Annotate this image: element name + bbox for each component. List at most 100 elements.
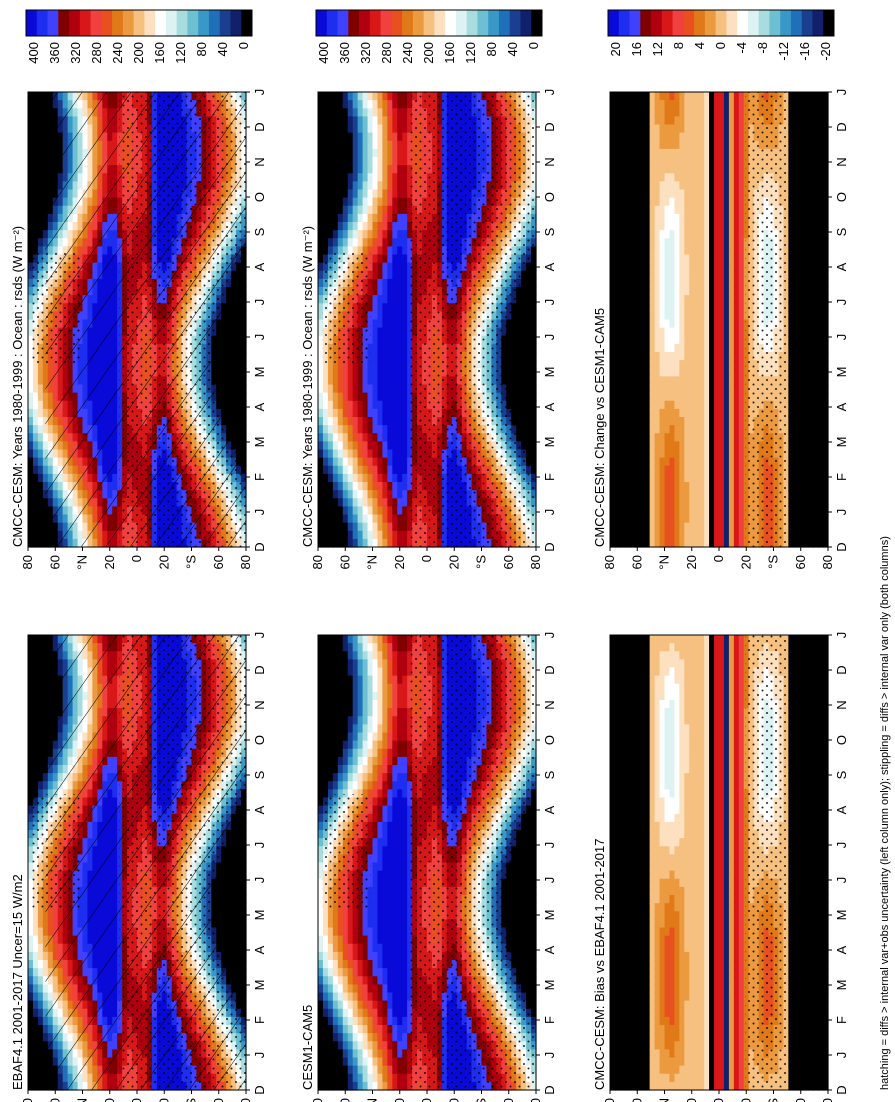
heatmap-cell — [322, 425, 329, 434]
heatmap-cell — [352, 124, 359, 134]
heatmap-cell — [28, 352, 34, 361]
heatmap-cell — [382, 473, 388, 483]
heatmap-cell — [372, 343, 379, 353]
heatmap-cell — [377, 522, 383, 532]
heatmap-cell — [322, 238, 329, 247]
heatmap-cell — [377, 408, 383, 418]
heatmap-cell — [37, 197, 44, 207]
heatmap-cell — [372, 530, 379, 540]
heatmap-cell — [392, 327, 398, 337]
heatmap-cell — [387, 441, 393, 451]
heatmap-cell — [357, 376, 364, 386]
heatmap-cell — [318, 433, 324, 442]
heatmap-cell — [322, 213, 329, 223]
lat-tick-label: °S — [184, 555, 199, 569]
heatmap-cell — [372, 327, 379, 337]
heatmap-cell — [322, 449, 329, 459]
month-tick-label: D — [252, 542, 267, 551]
heatmap-cell — [362, 108, 369, 117]
heatmap-cell — [332, 538, 339, 548]
heatmap-cell — [362, 238, 369, 247]
heatmap-cell — [402, 473, 408, 483]
heatmap-cell — [367, 287, 374, 296]
heatmap-cell — [357, 222, 364, 231]
heatmap-cell — [357, 197, 364, 207]
heatmap-cell — [327, 530, 334, 540]
heatmap-cell — [327, 465, 334, 475]
heatmap-cell — [387, 465, 393, 475]
heatmap-cell — [342, 473, 349, 483]
heatmap-cell — [402, 392, 408, 402]
heatmap-cell — [397, 417, 403, 426]
heatmap-cell — [392, 124, 398, 134]
heatmap-cell — [318, 449, 324, 459]
heatmap-cell — [392, 319, 398, 329]
heatmap-cell — [402, 124, 408, 134]
heatmap-cell — [342, 498, 349, 507]
heatmap-cell — [342, 490, 349, 499]
heatmap-cell — [387, 417, 393, 426]
heatmap-cell — [28, 538, 34, 548]
heatmap-cell — [327, 173, 334, 182]
heatmap-cell — [367, 384, 374, 394]
heatmap-cell — [28, 368, 34, 377]
heatmap-cell — [402, 287, 408, 296]
heatmap-cell — [357, 213, 364, 223]
lat-tick-label: 60 — [337, 555, 352, 569]
heatmap-cell — [332, 92, 339, 101]
heatmap-cell — [382, 482, 388, 491]
heatmap-cell — [352, 173, 359, 182]
heatmap-cell — [362, 490, 369, 499]
heatmap-cell — [318, 319, 324, 329]
heatmap-cell — [342, 222, 349, 231]
heatmap-cell — [322, 441, 329, 451]
heatmap-cell — [357, 205, 364, 215]
heatmap-cell — [352, 100, 359, 109]
heatmap-cell — [367, 278, 374, 288]
heatmap-cell — [332, 465, 339, 475]
heatmap-cell — [337, 124, 344, 134]
heatmap-cell — [387, 392, 393, 402]
heatmap-cell — [402, 148, 408, 158]
heatmap-cell — [362, 189, 369, 199]
heatmap-cell — [392, 457, 398, 467]
heatmap-cell — [322, 165, 329, 174]
heatmap-cell — [367, 197, 374, 207]
heatmap-cell — [347, 100, 354, 109]
heatmap-cell — [337, 433, 344, 442]
heatmap-cell — [382, 230, 388, 239]
lat-tick-label: °N — [365, 555, 380, 570]
heatmap-cell — [32, 530, 39, 540]
heatmap-cell — [357, 132, 364, 142]
heatmap-cell — [32, 473, 39, 483]
heatmap-cell — [397, 449, 403, 459]
heatmap-cell — [322, 368, 329, 377]
heatmap-cell — [362, 92, 369, 101]
heatmap-cell — [367, 189, 374, 199]
heatmap-cell — [322, 246, 329, 256]
heatmap-cell — [342, 148, 349, 158]
heatmap-cell — [357, 400, 364, 410]
heatmap-cell — [377, 473, 383, 483]
heatmap-cell — [357, 92, 364, 101]
heatmap-cell — [37, 506, 44, 516]
month-tick-label: J — [252, 334, 267, 341]
heatmap-cell — [372, 92, 379, 101]
heatmap-cell — [37, 433, 44, 442]
heatmap-cell — [387, 197, 393, 207]
heatmap-cell — [402, 238, 408, 247]
heatmap-cell — [322, 392, 329, 402]
heatmap-cell — [347, 490, 354, 499]
heatmap-cell — [318, 132, 324, 142]
heatmap-cell — [327, 368, 334, 377]
heatmap-cell — [397, 335, 403, 345]
heatmap-cell — [392, 392, 398, 402]
heatmap-cell — [322, 400, 329, 410]
heatmap-cell — [372, 246, 379, 256]
heatmap-cell — [367, 181, 374, 191]
heatmap-cell — [28, 514, 34, 524]
heatmap-cell — [342, 376, 349, 386]
heatmap-cell — [382, 425, 388, 434]
heatmap-cell — [357, 108, 364, 117]
